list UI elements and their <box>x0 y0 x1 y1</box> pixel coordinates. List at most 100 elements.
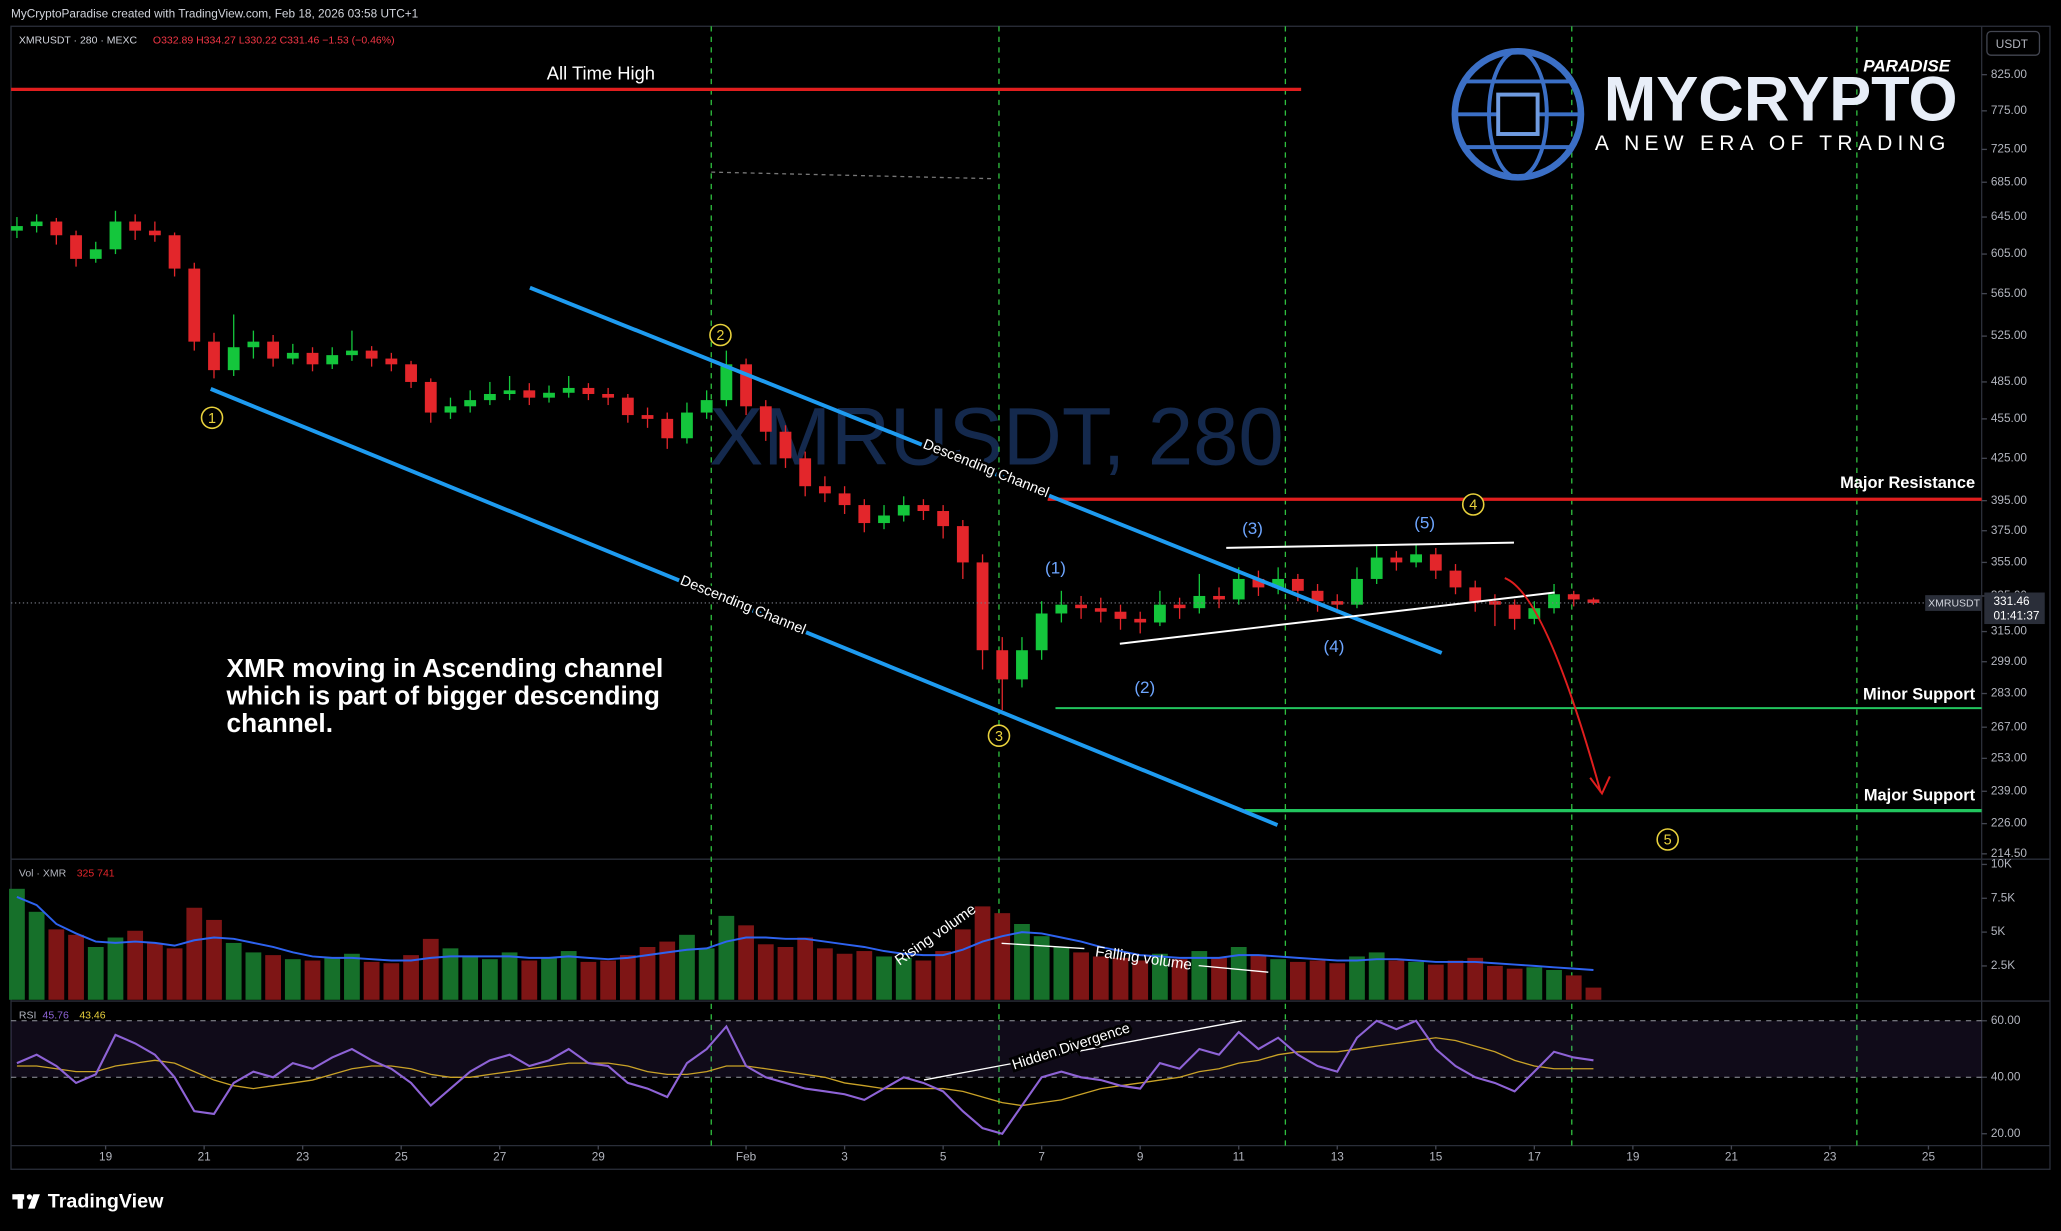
currency: USDT <box>1996 37 2028 51</box>
volume-bar <box>265 955 281 1000</box>
wave-major: 5 <box>1664 833 1672 849</box>
volume-bar <box>363 961 380 1000</box>
volume-bar <box>757 944 774 1000</box>
volume-bar <box>146 942 163 1000</box>
candle-body <box>1351 578 1363 605</box>
candle-body <box>897 505 910 516</box>
x-tick-label: 25 <box>395 1150 409 1164</box>
rsi-legend-value: 45.76 <box>43 1009 69 1021</box>
x-tick-label: 21 <box>1725 1150 1738 1164</box>
volume-bar <box>639 946 656 1000</box>
candle-body <box>1311 590 1324 602</box>
note: which is part of bigger descending <box>225 681 659 711</box>
candle-body <box>956 526 969 563</box>
volume-bar <box>1191 951 1208 1000</box>
candle-body <box>326 355 339 365</box>
candle-body <box>1390 557 1403 563</box>
ath-label: All Time High <box>547 63 655 84</box>
candle-body <box>385 358 398 365</box>
volume-bar <box>9 888 25 1000</box>
candle-body <box>444 406 457 413</box>
volume-bar <box>1014 923 1030 1000</box>
candle-body <box>562 387 575 393</box>
minor-support-label: Minor Support <box>1863 685 1976 703</box>
rsi-band-group <box>11 1020 1982 1078</box>
rsi-ma <box>16 1037 1594 1107</box>
volume-legend: Vol · XMR <box>19 867 67 879</box>
rsi-legend: RSI <box>19 1009 37 1021</box>
volume-bar <box>1526 967 1543 1000</box>
candle-body <box>1449 570 1462 588</box>
y-tick-label: 214.50 <box>1991 846 2028 860</box>
y-tick-label: 2.5K <box>1991 958 2015 972</box>
candle-body <box>1094 608 1107 612</box>
volume-bar <box>1506 968 1523 1000</box>
arrow-head <box>1589 776 1611 796</box>
x-tick-label: 11 <box>1233 1150 1245 1164</box>
logo-tagline: A NEW ERA OF TRADING <box>1595 132 1951 155</box>
volume-bar <box>1289 961 1306 1000</box>
candle-body <box>346 350 358 356</box>
ohlc-info: O332.89 H334.27 L330.22 C331.46 −1.53 (−… <box>153 35 395 47</box>
wave-circle <box>1656 828 1679 851</box>
volume-bar <box>127 930 144 1000</box>
y-tick-label: 253.00 <box>1991 750 2028 764</box>
wave-major: 1 <box>208 411 216 427</box>
y-tick-label: 60.00 <box>1991 1013 2021 1027</box>
volume-bar <box>403 955 419 1000</box>
candle-body <box>50 221 63 236</box>
volume-bar <box>48 929 65 1000</box>
x-tick-label: 23 <box>1823 1150 1837 1164</box>
x-tick-label: Feb <box>736 1150 757 1164</box>
candle-body <box>838 493 851 506</box>
wave-major: 2 <box>716 328 724 344</box>
candle-body <box>1016 650 1028 680</box>
y-tick-label: 775.00 <box>1991 103 2028 117</box>
logo-tagline-top: PARADISE <box>1863 57 1951 76</box>
volume-bar <box>856 951 873 1000</box>
y-tick-label: 40.00 <box>1991 1069 2021 1083</box>
volume-bar <box>1427 964 1444 1000</box>
candle-body <box>1331 601 1344 605</box>
candle-body <box>1272 578 1285 588</box>
logo: PARADISE MYCRYPTO A NEW ERA OF TRADING <box>1451 47 1958 181</box>
volume-bar <box>501 952 518 1000</box>
volume-bar <box>1309 960 1326 1000</box>
candle-body <box>1587 599 1600 603</box>
volume-bar <box>87 946 104 1000</box>
volume-bar <box>1368 952 1385 1000</box>
candle-body <box>582 387 595 394</box>
volume-bar <box>324 957 341 1000</box>
volume-bar <box>462 956 479 1000</box>
y-tick-label: 20.00 <box>1991 1126 2021 1140</box>
volume-bar <box>817 948 833 1000</box>
volume-bar <box>521 960 538 1000</box>
y-tick-label: 5K <box>1991 924 2006 938</box>
volume-bar <box>541 957 557 1000</box>
y-tick-label: 685.00 <box>1991 174 2028 188</box>
volume-bar <box>1033 936 1050 1000</box>
candle-body <box>424 381 437 413</box>
volume-bar <box>383 963 400 1000</box>
candle-body <box>759 406 772 432</box>
candle-body <box>227 347 240 371</box>
candle-body <box>1055 604 1068 614</box>
currency-box[interactable] <box>1986 30 2041 56</box>
x-tick-label: 17 <box>1528 1150 1541 1164</box>
header-creator: MyCryptoParadise created with TradingVie… <box>11 7 418 21</box>
y-tick-label: 825.00 <box>1991 67 2028 81</box>
y-tick-label: 299.00 <box>1991 654 2028 668</box>
x-tick-label: 21 <box>198 1150 211 1164</box>
candle-body <box>681 412 693 439</box>
volume-bar <box>994 913 1011 1000</box>
volume-bar <box>935 951 952 1000</box>
candle-body <box>11 226 23 231</box>
candle-body <box>740 364 752 407</box>
volume-bar <box>679 934 695 1000</box>
y-tick-label: 455.00 <box>1991 411 2028 425</box>
candle-body <box>1291 578 1304 591</box>
candle-body <box>523 390 536 398</box>
marks: 825.00 775.00 725.00 685.00 645.00 605.00 565.… <box>9 67 2027 1164</box>
